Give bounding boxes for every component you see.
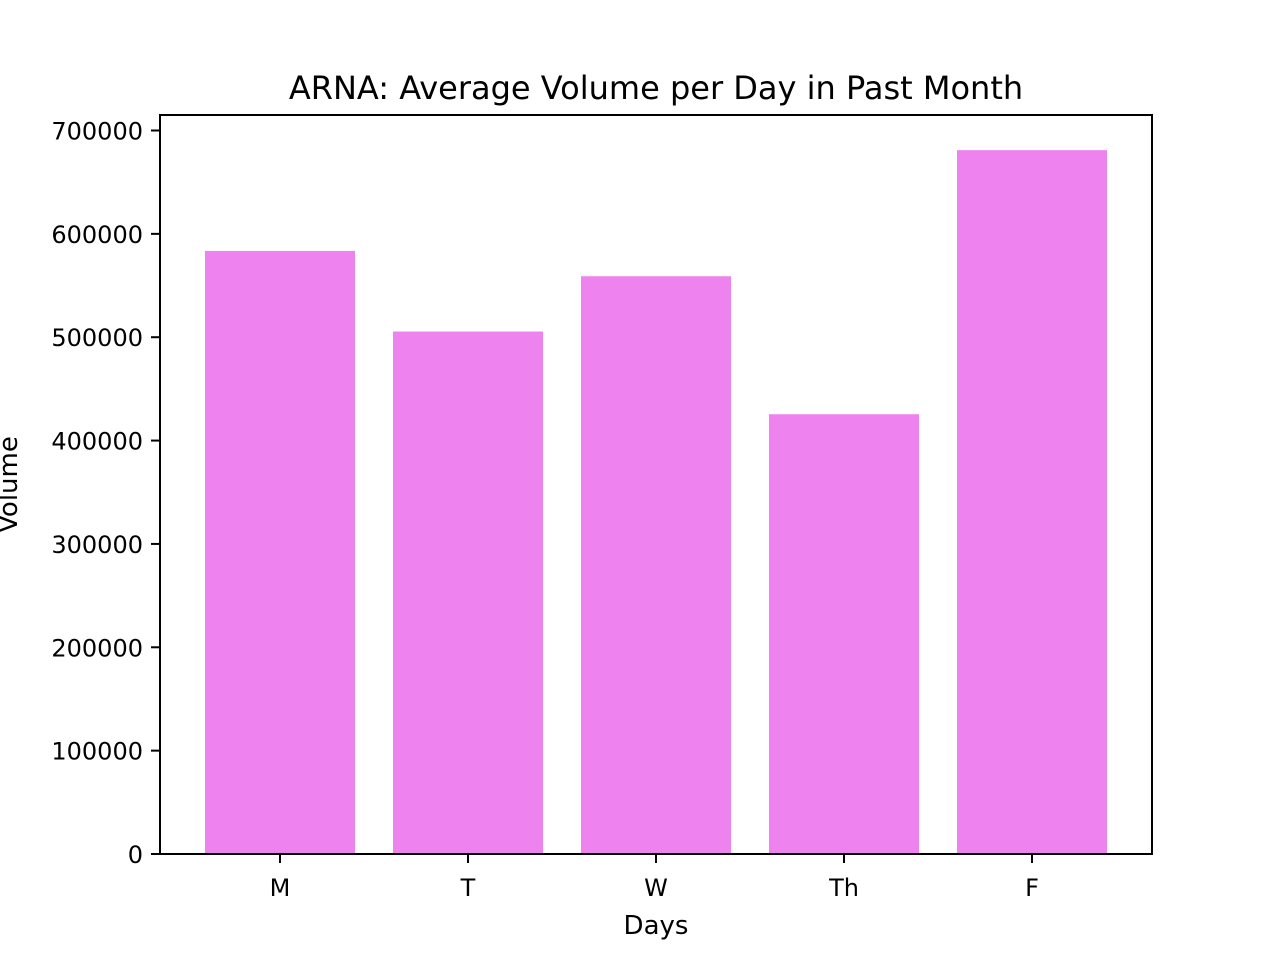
bar-t: [393, 331, 543, 854]
y-axis-label: Volume: [0, 436, 24, 533]
bar-th: [769, 414, 919, 854]
y-tick-label: 0: [128, 841, 143, 869]
x-axis-label: Days: [624, 911, 689, 941]
x-tick-label: F: [1025, 874, 1039, 902]
bar-f: [957, 150, 1107, 855]
x-tick-label: M: [270, 874, 291, 902]
y-tick-label: 300000: [51, 531, 143, 559]
bars-group: [205, 150, 1107, 855]
y-tick-label: 600000: [51, 221, 143, 249]
y-tick-label: 500000: [51, 324, 143, 352]
y-tick-label: 400000: [51, 428, 143, 456]
y-tick-label: 200000: [51, 634, 143, 662]
x-axis-ticks: M T W Th F: [270, 854, 1039, 902]
plot-area-frame: [159, 114, 1153, 855]
y-tick-label: 700000: [51, 118, 143, 146]
x-tick-label: T: [460, 874, 476, 902]
y-axis-ticks: 0 100000 200000 300000 400000 500000 600000 700…: [51, 118, 160, 869]
chart-title: ARNA: Average Volume per Day in Past Mon…: [289, 69, 1023, 107]
bar-w: [581, 276, 731, 855]
x-tick-label: W: [644, 874, 668, 902]
x-tick-label: Th: [828, 874, 859, 902]
bar-m: [205, 250, 355, 854]
y-tick-label: 100000: [51, 738, 143, 766]
